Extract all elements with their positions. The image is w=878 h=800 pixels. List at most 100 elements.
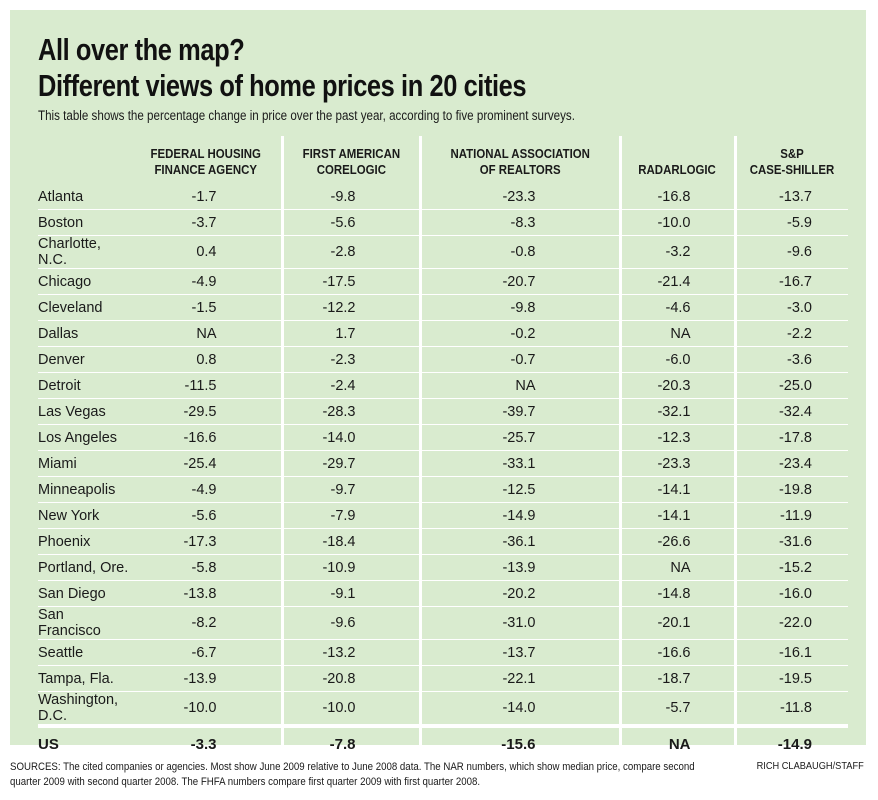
- value-cell: -9.8: [418, 294, 620, 321]
- value-cell: -16.0: [733, 580, 848, 607]
- value-cell: -1.7: [130, 184, 282, 210]
- value-cell: -36.1: [418, 528, 620, 555]
- value-cell: -8.2: [130, 606, 282, 640]
- value-cell: -20.2: [418, 580, 620, 607]
- value-cell: -17.8: [733, 424, 848, 451]
- value-cell: -10.9: [280, 554, 420, 581]
- table-row: Chicago -4.9 -17.5 -20.7 -21.4 -16.7: [38, 268, 848, 295]
- value-cell: -2.8: [280, 235, 420, 269]
- value-cell: -20.8: [280, 665, 420, 692]
- city-cell: Dallas: [38, 320, 130, 347]
- value-cell: -1.5: [130, 294, 282, 321]
- city-cell: Las Vegas: [38, 398, 130, 425]
- column-header-line: OF REALTORS: [479, 162, 561, 177]
- city-cell: Washington, D.C.: [38, 691, 130, 728]
- value-cell: -3.0: [733, 294, 848, 321]
- table-row: Charlotte, N.C. 0.4 -2.8 -0.8 -3.2 -9.6: [38, 235, 848, 269]
- column-header: NATIONAL ASSOCIATION OF REALTORS: [418, 136, 620, 184]
- value-cell: -29.7: [280, 450, 420, 477]
- value-cell: -3.3: [190, 735, 217, 753]
- value-cell: -5.6: [280, 209, 420, 236]
- value-cell: -39.7: [418, 398, 620, 425]
- value-cell: -7.9: [280, 502, 420, 529]
- value-cell: -17.5: [280, 268, 420, 295]
- value-cell: -7.8: [280, 726, 420, 760]
- value-cell: -5.7: [618, 691, 735, 728]
- value-cell: -0.2: [418, 320, 620, 347]
- value-cell: -5.6: [130, 502, 282, 529]
- title: All over the map? Different views of hom…: [38, 32, 527, 104]
- column-header: RADARLOGIC: [618, 136, 735, 184]
- city-cell: San Francisco: [38, 606, 130, 640]
- value-cell: -14.9: [418, 502, 620, 529]
- value-cell: -2.4: [280, 372, 420, 399]
- value-cell: -13.9: [418, 554, 620, 581]
- value-cell: -25.0: [733, 372, 848, 399]
- sources-note: SOURCES: The cited companies or agencies…: [10, 761, 695, 788]
- value-cell: 0.4: [130, 235, 282, 269]
- value-cell: -31.0: [418, 606, 620, 640]
- column-header-line: CASE-SHILLER: [749, 162, 835, 177]
- value-cell: -17.3: [130, 528, 282, 555]
- table-row: Atlanta -1.7 -9.8 -23.3 -16.8 -13.7: [38, 184, 848, 210]
- value-cell: -19.5: [733, 665, 848, 692]
- value-cell: -14.1: [618, 476, 735, 503]
- table-row: Boston -3.7 -5.6 -8.3 -10.0 -5.9: [38, 209, 848, 236]
- value-cell: -11.8: [733, 691, 848, 728]
- table-row: Dallas NA 1.7 -0.2 NA -2.2: [38, 320, 848, 347]
- city-cell: Charlotte, N.C.: [38, 235, 130, 269]
- header-city: [38, 136, 130, 184]
- city-cell: Portland, Ore.: [38, 554, 130, 581]
- value-cell: -6.0: [618, 346, 735, 373]
- city-cell: Seattle: [38, 639, 130, 666]
- value-cell: -13.9: [130, 665, 282, 692]
- value-cell: -2.2: [733, 320, 848, 347]
- value-cell: -13.7: [733, 184, 848, 210]
- value-cell: -10.0: [130, 691, 282, 728]
- column-header-line: FEDERAL HOUSING: [150, 146, 261, 161]
- value-cell: -19.8: [733, 476, 848, 503]
- table-row: New York -5.6 -7.9 -14.9 -14.1 -11.9: [38, 502, 848, 529]
- value-cell: -16.1: [733, 639, 848, 666]
- city-cell: New York: [38, 502, 130, 529]
- table-row: Los Angeles -16.6 -14.0 -25.7 -12.3 -17.8: [38, 424, 848, 451]
- column-header: FIRST AMERICAN CORELOGIC: [280, 136, 420, 184]
- value-cell: -20.1: [618, 606, 735, 640]
- value-cell: NA: [618, 320, 735, 347]
- value-cell: -2.3: [280, 346, 420, 373]
- column-header-line: CORELOGIC: [316, 162, 386, 177]
- value-cell: -9.8: [280, 184, 420, 210]
- city-cell: San Diego: [38, 580, 130, 607]
- city-cell: Detroit: [38, 372, 130, 399]
- city-cell: Denver: [38, 346, 130, 373]
- value-cell: NA: [618, 554, 735, 581]
- value-cell: -14.8: [618, 580, 735, 607]
- value-cell: -3.6: [733, 346, 848, 373]
- city-cell: Chicago: [38, 268, 130, 295]
- value-cell: -33.1: [418, 450, 620, 477]
- value-cell: -16.6: [130, 424, 282, 451]
- header-row: FEDERAL HOUSING FINANCE AGENCY FIRST AMERI…: [38, 136, 848, 184]
- table-row: Phoenix -17.3 -18.4 -36.1 -26.6 -31.6: [38, 528, 848, 555]
- value-cell: -14.1: [618, 502, 735, 529]
- column-header-line: RADARLOGIC: [638, 162, 717, 177]
- value-cell: -11.9: [733, 502, 848, 529]
- value-cell: -14.0: [280, 424, 420, 451]
- city-cell: Cleveland: [38, 294, 130, 321]
- value-cell: -15.6: [418, 726, 620, 760]
- city-cell: Phoenix: [38, 528, 130, 555]
- column-header: FEDERAL HOUSING FINANCE AGENCY: [130, 136, 282, 184]
- value-cell: -14.0: [418, 691, 620, 728]
- value-cell: 0.8: [130, 346, 282, 373]
- title-line-2: Different views of home prices in 20 cit…: [38, 68, 527, 103]
- value-cell: NA: [130, 320, 282, 347]
- value-cell: -31.6: [733, 528, 848, 555]
- city-cell: US: [38, 735, 59, 753]
- value-cell: -16.7: [733, 268, 848, 295]
- value-cell: -5.9: [733, 209, 848, 236]
- table-row: Cleveland -1.5 -12.2 -9.8 -4.6 -3.0: [38, 294, 848, 321]
- value-cell: -25.7: [418, 424, 620, 451]
- value-cell: -3.2: [618, 235, 735, 269]
- table-row: San Diego -13.8 -9.1 -20.2 -14.8 -16.0: [38, 580, 848, 607]
- value-cell: -4.6: [618, 294, 735, 321]
